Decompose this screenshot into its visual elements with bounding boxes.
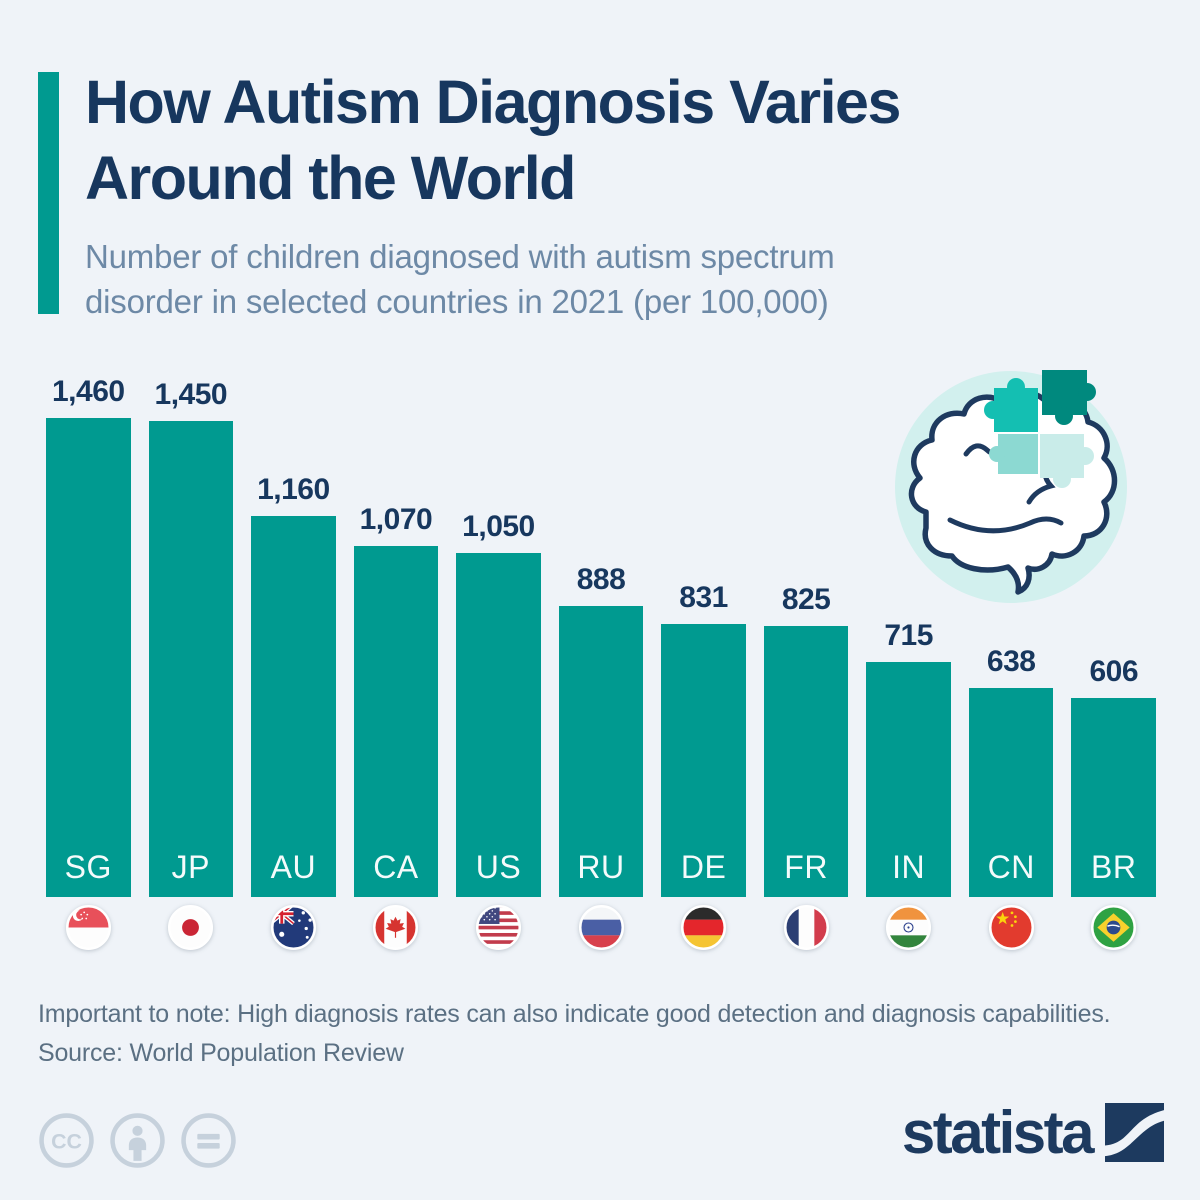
bar-country-code: FR bbox=[784, 849, 828, 885]
footnote: Important to note: High diagnosis rates … bbox=[38, 1000, 1111, 1028]
bar-country-code: CA bbox=[373, 849, 419, 885]
bar: RU bbox=[558, 606, 644, 897]
flag-france-icon bbox=[764, 904, 849, 951]
attribution-person-icon bbox=[109, 1112, 166, 1174]
bar: SG bbox=[46, 418, 131, 897]
bar-country-code: AU bbox=[270, 849, 317, 885]
bar: CA bbox=[353, 546, 439, 897]
bar: JP bbox=[148, 421, 234, 897]
cc-license-icons: CC bbox=[38, 1112, 237, 1174]
flag-japan-icon bbox=[149, 904, 234, 951]
bar-group-us: 1,050 US bbox=[456, 510, 541, 897]
bar-country-code: DE bbox=[680, 849, 727, 885]
bar: IN bbox=[866, 662, 951, 897]
bar-chart: 1,460 SG 1,450 JP 1,160 AU 1,070 CA 1,050 US 888 RU… bbox=[46, 370, 1157, 897]
bar-group-br: 606 BR bbox=[1071, 655, 1157, 897]
bar-value-label: 715 bbox=[884, 619, 933, 652]
svg-text:CC: CC bbox=[51, 1130, 82, 1154]
bar-value-label: 888 bbox=[576, 563, 626, 596]
bar-group-ca: 1,070 CA bbox=[353, 503, 439, 897]
cc-circle-icon: CC bbox=[38, 1112, 95, 1174]
flag-russia-icon bbox=[559, 904, 644, 951]
bar: FR bbox=[763, 626, 849, 897]
bar-value-label: 1,160 bbox=[257, 473, 330, 506]
title-accent-bar bbox=[38, 72, 59, 314]
bar-group-jp: 1,450 JP bbox=[148, 378, 234, 897]
equals-sign-icon bbox=[180, 1112, 237, 1174]
bar-country-code: SG bbox=[64, 849, 112, 885]
page-title-line2: Around the World bbox=[85, 144, 576, 212]
bar: BR bbox=[1071, 698, 1157, 897]
bar-country-code: IN bbox=[892, 849, 926, 885]
bar-group-au: 1,160 AU bbox=[251, 473, 336, 897]
brain-with-puzzle-pieces-icon bbox=[895, 370, 1127, 603]
bar-value-label: 1,070 bbox=[359, 503, 433, 536]
bar-country-code: RU bbox=[577, 849, 625, 885]
page-title: How Autism Diagnosis Varies Around the W… bbox=[85, 64, 901, 216]
bar-country-code: JP bbox=[171, 849, 210, 885]
puzzle-piece-pale-teal bbox=[1040, 434, 1094, 488]
bar: DE bbox=[661, 624, 746, 897]
bar-group-fr: 825 FR bbox=[763, 583, 849, 897]
flag-india-icon bbox=[866, 904, 951, 951]
flag-united-states-icon bbox=[456, 904, 541, 951]
puzzle-piece-light-teal bbox=[989, 434, 1038, 474]
puzzle-piece-dark-teal bbox=[1042, 370, 1096, 425]
bar-value-label: 1,050 bbox=[462, 510, 535, 543]
bar-group-sg: 1,460 SG bbox=[46, 375, 131, 897]
flag-row bbox=[46, 904, 1156, 951]
statista-branding: statista bbox=[901, 1099, 1164, 1166]
bar-value-label: 1,450 bbox=[154, 378, 228, 411]
flag-singapore-icon bbox=[46, 904, 131, 951]
bar-country-code: BR bbox=[1091, 849, 1137, 885]
bar-group-de: 831 DE bbox=[661, 581, 746, 897]
bar-value-label: 831 bbox=[679, 581, 728, 614]
chart-subtitle-line2: disorder in selected countries in 2021 (… bbox=[85, 283, 829, 320]
bar-value-label: 606 bbox=[1089, 655, 1139, 688]
flag-china-icon bbox=[969, 904, 1054, 951]
bar: AU bbox=[251, 516, 336, 897]
bar: CN bbox=[968, 688, 1054, 897]
bar-value-label: 825 bbox=[781, 583, 831, 616]
bar: US bbox=[456, 553, 541, 897]
bar-value-label: 1,460 bbox=[51, 375, 125, 408]
flag-germany-icon bbox=[661, 904, 746, 951]
flag-canada-icon bbox=[354, 904, 439, 951]
bar-group-ru: 888 RU bbox=[558, 563, 644, 897]
bar-group-in: 715 IN bbox=[866, 619, 951, 897]
flag-australia-icon bbox=[251, 904, 336, 951]
source-line: Source: World Population Review bbox=[38, 1039, 404, 1067]
page-title-line1: How Autism Diagnosis Varies bbox=[85, 68, 901, 136]
bar-group-cn: 638 CN bbox=[968, 645, 1054, 897]
bar-country-code: CN bbox=[987, 849, 1035, 885]
chart-subtitle-line1: Number of children diagnosed with autism… bbox=[85, 238, 835, 275]
statista-swoosh-icon bbox=[1105, 1103, 1164, 1162]
statista-wordmark: statista bbox=[901, 1099, 1095, 1166]
flag-brazil-icon bbox=[1071, 904, 1156, 951]
puzzle-piece-bright-teal bbox=[984, 378, 1038, 432]
chart-subtitle: Number of children diagnosed with autism… bbox=[85, 234, 835, 324]
bar-value-label: 638 bbox=[986, 645, 1036, 678]
bar-country-code: US bbox=[475, 849, 522, 885]
